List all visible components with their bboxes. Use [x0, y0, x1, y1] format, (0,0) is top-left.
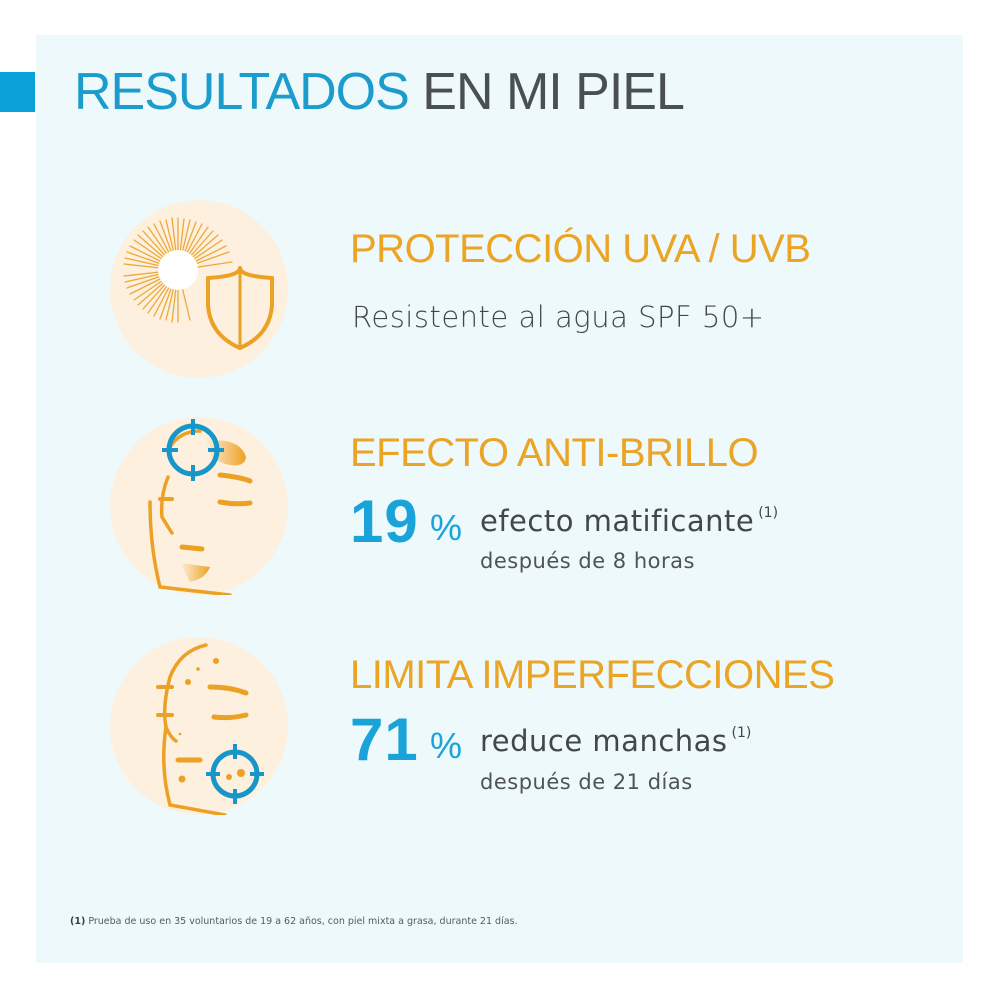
footnote: (1) Prueba de uso en 35 voluntarios de 1…: [70, 916, 518, 927]
footnote-ref: (1): [758, 505, 779, 521]
stat-detail-antishine: después de 8 horas: [480, 549, 695, 573]
description-text: reduce manchas: [480, 724, 728, 758]
title-rest: EN MI PIEL: [422, 63, 685, 121]
benefit-subtitle-uv: Resistente al agua SPF 50+: [352, 300, 765, 334]
page-title: RESULTADOS EN MI PIEL: [74, 62, 685, 122]
stat-value-imperfections: 71: [350, 706, 419, 773]
stat-unit-antishine: %: [430, 507, 463, 548]
benefit-heading-imperfections: LIMITA IMPERFECCIONES: [350, 653, 835, 697]
footnote-ref: (1): [731, 725, 752, 741]
sun-shield-icon: [110, 200, 288, 378]
footnote-text: Prueba de uso en 35 voluntarios de 19 a …: [85, 916, 518, 927]
face-blemish-target-icon: [110, 637, 288, 815]
title-highlight: RESULTADOS: [74, 63, 410, 121]
benefit-heading-uv: PROTECCIÓN UVA / UVB: [350, 227, 811, 271]
description-text: efecto matificante: [480, 504, 755, 538]
stat-description-imperfections: reduce manchas (1): [480, 724, 751, 758]
footnote-marker: (1): [70, 916, 86, 927]
face-shine-target-icon: [110, 417, 288, 595]
benefit-heading-antishine: EFECTO ANTI-BRILLO: [350, 431, 759, 475]
stat-value-antishine: 19: [350, 488, 419, 555]
stat-unit-imperfections: %: [430, 725, 463, 766]
stat-detail-imperfections: después de 21 días: [480, 770, 693, 794]
title-accent-bar: [0, 72, 35, 112]
stat-description-antishine: efecto matificante (1): [480, 504, 778, 538]
